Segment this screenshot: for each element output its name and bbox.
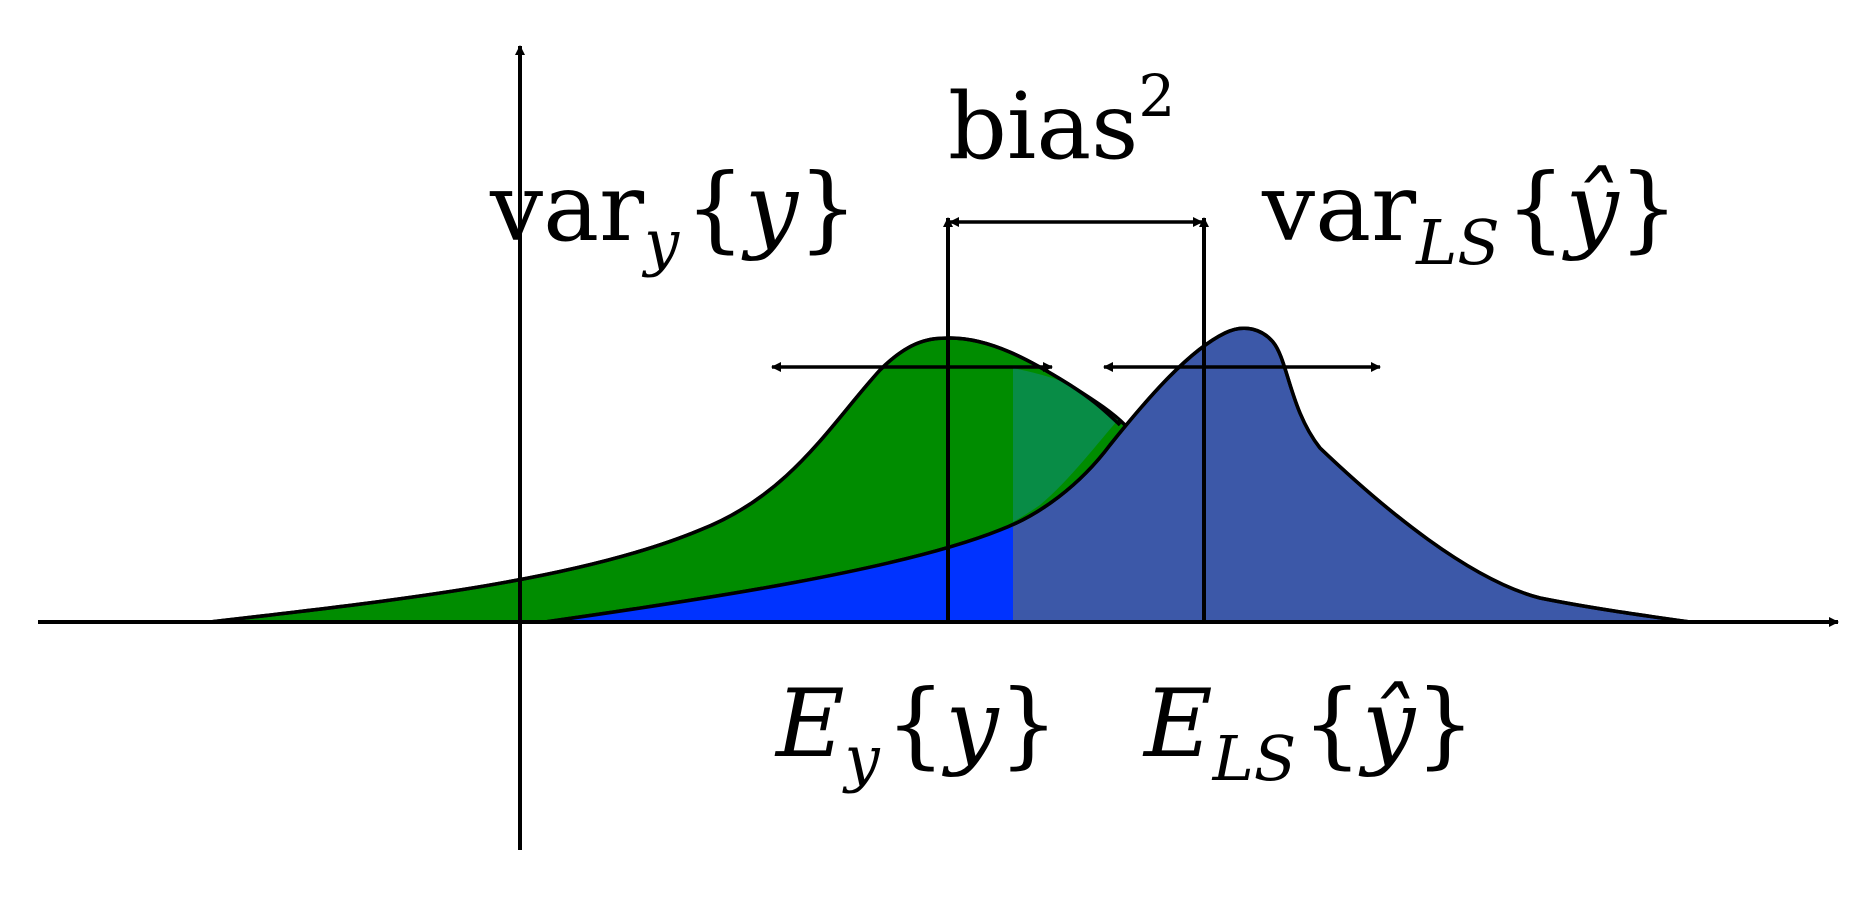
mean-y-label: Ey{y}: [774, 670, 1058, 795]
bias-squared-label: bias2: [948, 62, 1175, 180]
bias-label-base: bias: [948, 73, 1138, 180]
mean-ls-subscript: LS: [1212, 722, 1297, 795]
mean-ls-label: ELS{ŷ}: [1142, 670, 1475, 795]
variance-ls-label: varLS{ŷ}: [1261, 154, 1678, 279]
mean-y-subscript: y: [842, 722, 881, 795]
mean-y-op: E: [774, 670, 845, 779]
mean-y-arg: y: [941, 670, 1000, 779]
bias-label-superscript: 2: [1138, 62, 1175, 130]
variance-y-arg: y: [741, 154, 800, 263]
overlap-region-teal: [1013, 368, 1118, 522]
mean-ls-arg: ŷ: [1358, 670, 1417, 779]
overlap-region-bright-blue: [545, 524, 1013, 622]
variance-ls-subscript: LS: [1415, 206, 1500, 279]
variance-ls-open-brace: {: [1506, 154, 1566, 263]
variance-y-open-brace: {: [685, 154, 745, 263]
mean-y-open-brace: {: [886, 670, 946, 779]
variance-y-subscript: y: [641, 206, 680, 279]
mean-y-close-brace: }: [999, 670, 1059, 779]
variance-ls-op: var: [1261, 154, 1416, 263]
variance-y-close-brace: }: [798, 154, 858, 263]
blue-distribution-outline: [544, 326, 1691, 624]
mean-ls-open-brace: {: [1302, 670, 1362, 779]
mean-ls-op: E: [1142, 670, 1213, 779]
green-distribution-outline: [209, 336, 1122, 624]
variance-y-op: var: [489, 154, 644, 263]
mean-ls-close-brace: }: [1415, 670, 1475, 779]
variance-ls-close-brace: }: [1619, 154, 1679, 263]
variance-y-label: vary{y}: [489, 154, 858, 279]
variance-ls-arg: ŷ: [1562, 154, 1621, 263]
